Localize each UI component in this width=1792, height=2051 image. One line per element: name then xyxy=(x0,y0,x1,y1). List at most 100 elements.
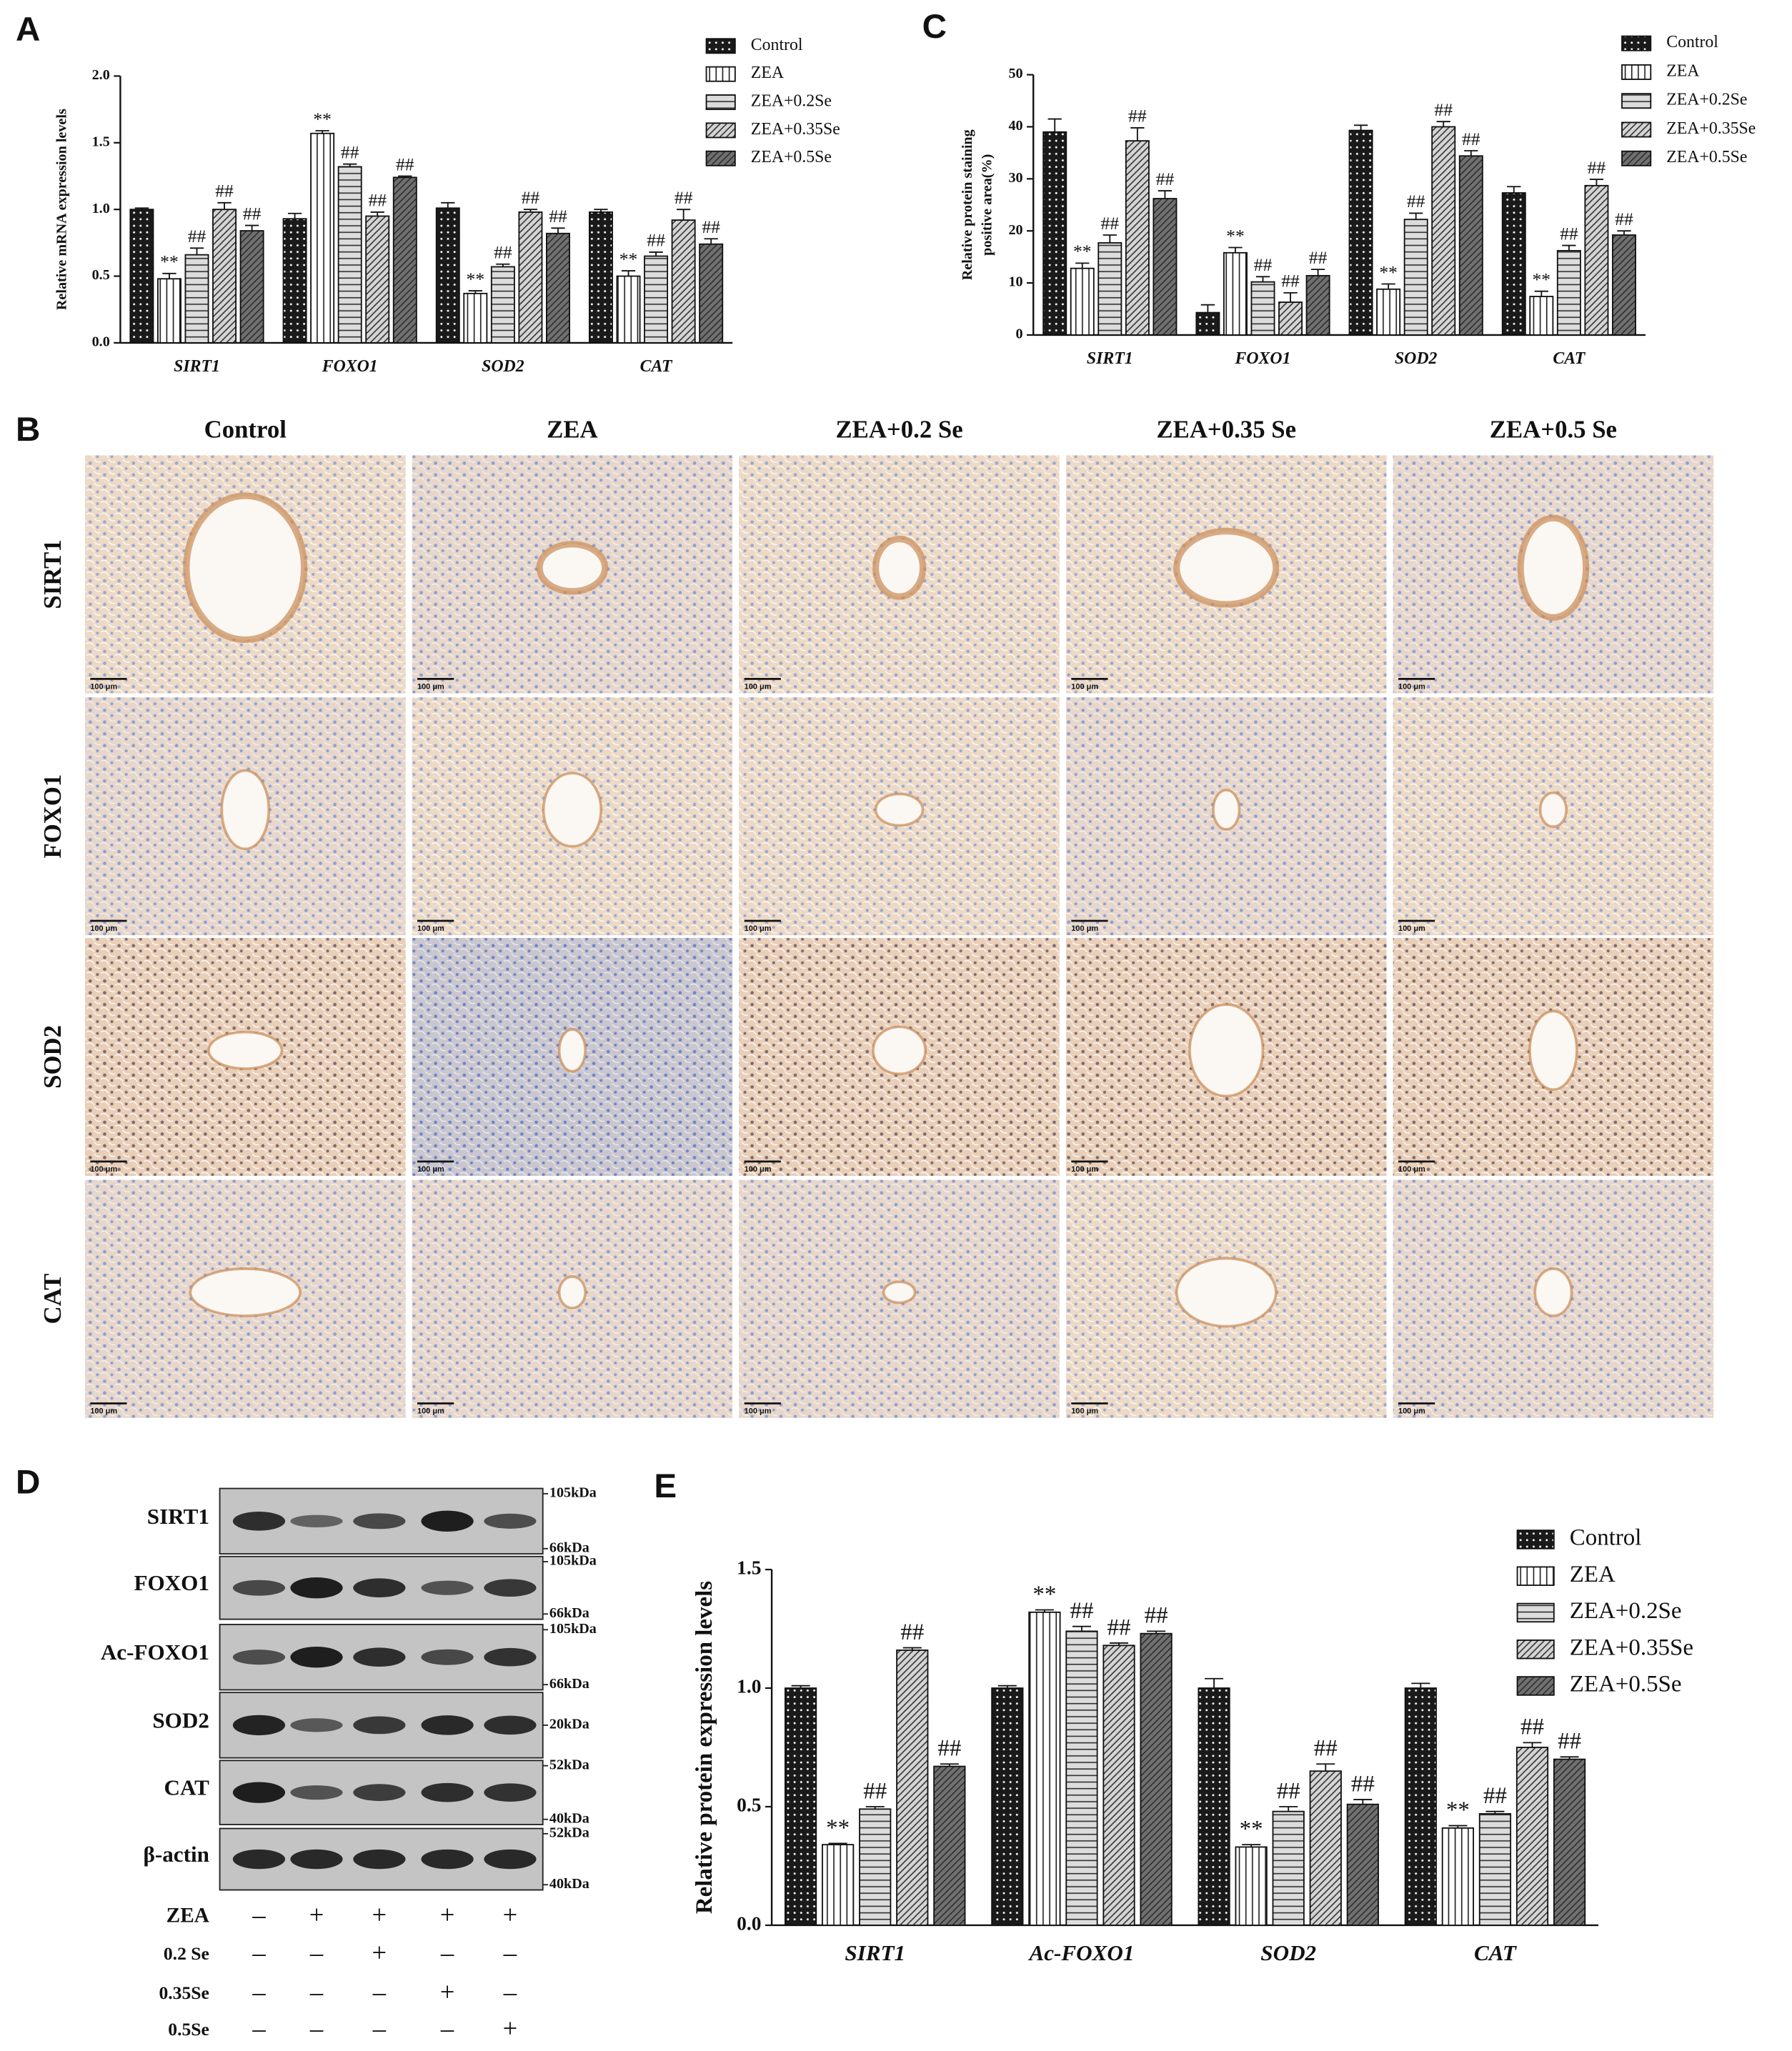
scale-bar-label: 100 μm xyxy=(1398,682,1425,691)
error-bar xyxy=(1228,246,1243,253)
bar xyxy=(490,266,515,344)
error-bar xyxy=(676,209,691,221)
treatment-label: 0.5Se xyxy=(168,2019,209,2040)
scale-bar-label: 100 μm xyxy=(90,1407,117,1415)
y-tick-label: 0.5 xyxy=(737,1794,761,1815)
treatment-sign: + xyxy=(440,1977,455,2006)
bar xyxy=(1501,192,1526,336)
scale-bar-label: 100 μm xyxy=(417,1165,444,1174)
row-header: CAT xyxy=(39,1274,66,1324)
error-bar xyxy=(1255,276,1270,282)
significance-label: ## xyxy=(1128,106,1147,126)
vessel xyxy=(872,535,927,600)
panel-label: C xyxy=(922,8,947,46)
marker-label: 105kDa xyxy=(549,1485,597,1501)
significance-label: ## xyxy=(1309,247,1328,268)
significance-label: ## xyxy=(702,216,720,237)
bar xyxy=(1223,251,1248,336)
scale-bar-label: 100 μm xyxy=(1398,1165,1425,1174)
error-bar xyxy=(1448,1825,1468,1828)
error-bar xyxy=(315,130,329,134)
error-bar xyxy=(1534,290,1548,296)
bar xyxy=(129,209,154,344)
vessel xyxy=(557,1028,587,1073)
blot-band xyxy=(353,1849,406,1870)
bar xyxy=(156,278,181,344)
treatment-sign: – xyxy=(503,1977,517,2006)
x-tick-label: SOD2 xyxy=(1395,349,1438,368)
legend-swatch xyxy=(705,150,736,166)
blot-band xyxy=(421,1782,474,1802)
blot-band xyxy=(353,1647,406,1667)
significance-label: ** xyxy=(619,249,638,269)
scale-bar-label: 100 μm xyxy=(90,1165,117,1174)
blot-label: FOXO1 xyxy=(134,1570,209,1595)
bar xyxy=(1278,301,1303,336)
bar xyxy=(784,1687,817,1926)
marker-label: 66kDa xyxy=(549,1676,589,1692)
significance-label: ** xyxy=(313,109,332,129)
blot-band xyxy=(421,1849,474,1870)
scale-bar-label: 100 μm xyxy=(745,1407,772,1415)
error-bar xyxy=(1075,262,1090,269)
significance-label: ## xyxy=(1558,1729,1581,1755)
blot-band xyxy=(421,1510,474,1532)
treatment-sign: + xyxy=(440,1900,455,1929)
significance-label: ## xyxy=(396,154,414,174)
significance-label: ** xyxy=(1032,1582,1056,1607)
significance-label: ## xyxy=(1434,99,1453,120)
vessel xyxy=(542,772,603,848)
significance-label: ## xyxy=(1254,254,1273,275)
legend-label: ZEA+0.35Se xyxy=(751,120,840,139)
scale-bar-label: 100 μm xyxy=(745,682,772,691)
treatment-sign: – xyxy=(440,2014,454,2043)
error-bar xyxy=(523,209,538,212)
x-tick-label: SIRT1 xyxy=(1087,349,1133,368)
bar xyxy=(699,243,724,344)
treatment-sign: + xyxy=(503,2014,518,2043)
error-bar xyxy=(1158,190,1173,199)
significance-label: ** xyxy=(1226,225,1245,246)
column-header: ZEA+0.2 Se xyxy=(835,415,962,443)
vessel xyxy=(1528,1009,1578,1092)
treatment-sign: + xyxy=(372,1938,387,1967)
bar xyxy=(1346,1803,1379,1926)
treatment-sign: – xyxy=(252,1900,266,1929)
bar xyxy=(1102,1645,1135,1926)
legend-swatch xyxy=(1621,93,1652,109)
blot-band xyxy=(353,1784,406,1802)
y-tick-label: 1.5 xyxy=(92,134,110,149)
bar xyxy=(1404,1687,1437,1926)
error-bar xyxy=(1464,150,1478,156)
error-bar xyxy=(997,1685,1017,1689)
treatment-sign: + xyxy=(503,1900,518,1929)
error-bar xyxy=(343,163,357,167)
significance-label: ## xyxy=(188,226,206,246)
significance-label: ## xyxy=(1407,191,1425,211)
error-bar xyxy=(496,263,510,267)
significance-label: ** xyxy=(826,1815,850,1841)
error-bar xyxy=(1147,1630,1166,1634)
bar xyxy=(1348,129,1373,336)
bar xyxy=(1403,219,1428,336)
significance-label: ## xyxy=(1107,1615,1131,1640)
bar xyxy=(1250,281,1275,336)
error-bar xyxy=(865,1806,885,1810)
legend-label: Control xyxy=(751,36,803,54)
significance-label: ## xyxy=(1560,223,1578,244)
significance-label: ## xyxy=(1145,1603,1168,1629)
vessel xyxy=(882,1280,917,1304)
scale-bar-label: 100 μm xyxy=(90,682,117,691)
bar xyxy=(1478,1813,1512,1926)
x-tick-label: Ac-FOXO1 xyxy=(1028,1940,1135,1965)
blot-band xyxy=(232,1650,286,1665)
blot-band xyxy=(484,1647,537,1667)
significance-label: ## xyxy=(900,1620,924,1645)
bar xyxy=(282,218,307,344)
scale-bar-label: 100 μm xyxy=(745,924,772,933)
treatment-label: 0.35Se xyxy=(159,1982,209,2003)
error-bar xyxy=(791,1685,810,1689)
significance-label: ## xyxy=(341,141,359,162)
legend-label: ZEA xyxy=(751,64,784,82)
legend-swatch xyxy=(1621,150,1652,166)
